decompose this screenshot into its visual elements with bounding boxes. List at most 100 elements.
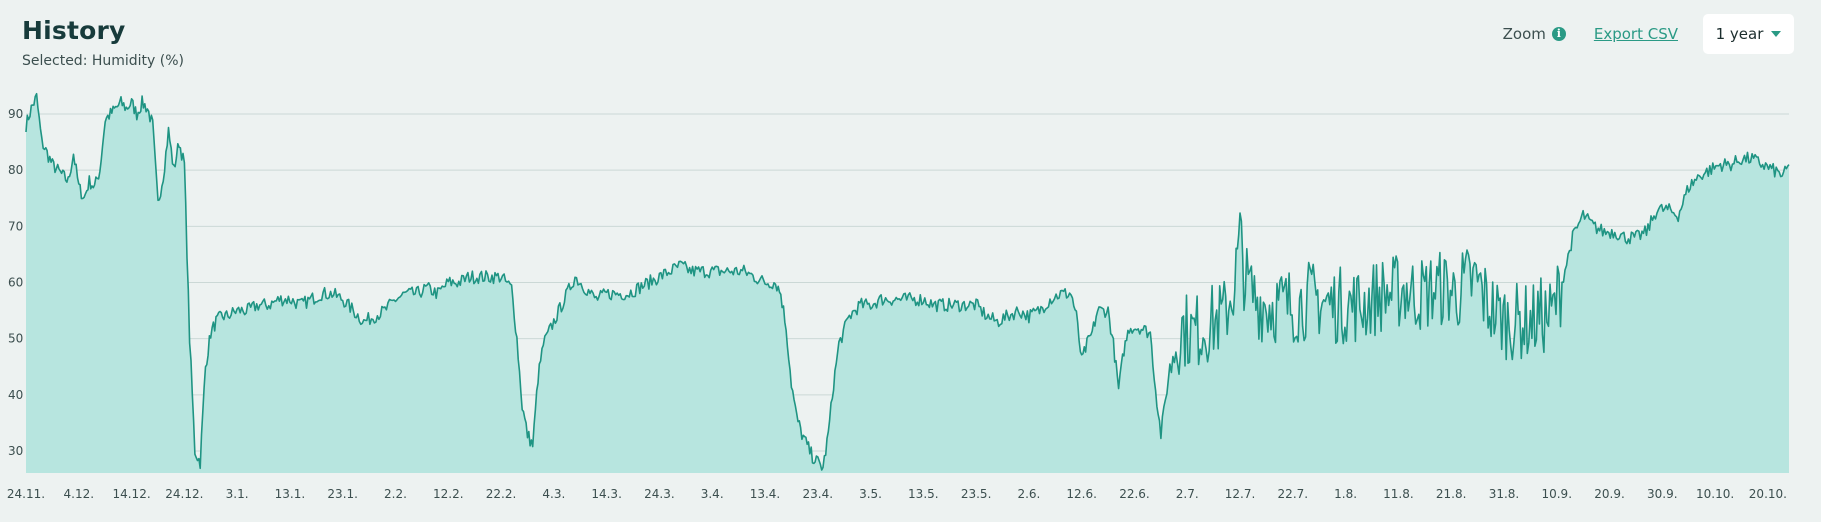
data-point — [527, 434, 528, 435]
humidity-line[interactable] — [25, 92, 1790, 471]
data-point — [1097, 310, 1098, 311]
x-tick-label: 12.2. — [433, 487, 464, 501]
data-point — [976, 304, 977, 305]
zoom-label: Zoom — [1502, 25, 1546, 43]
data-point — [52, 164, 53, 165]
data-point — [289, 299, 290, 300]
data-point — [179, 142, 180, 143]
data-point — [173, 170, 174, 171]
info-icon[interactable]: i — [1551, 27, 1566, 41]
data-point — [912, 299, 913, 300]
data-point — [1678, 215, 1679, 216]
data-point — [142, 102, 143, 103]
x-tick-label: 2.2. — [384, 487, 407, 501]
data-point — [469, 276, 470, 277]
data-point — [1192, 333, 1193, 334]
data-point — [126, 108, 127, 109]
data-point — [1646, 231, 1647, 232]
data-point — [1657, 209, 1658, 210]
data-point — [1752, 158, 1753, 159]
y-tick-label: 60 — [8, 276, 23, 290]
x-tick-label: 22.6. — [1119, 487, 1150, 501]
data-point — [1593, 226, 1594, 227]
data-point — [36, 97, 37, 98]
x-tick-label: 13.4. — [750, 487, 781, 501]
data-point — [163, 175, 164, 176]
data-point — [200, 462, 201, 463]
data-point — [1709, 170, 1710, 171]
data-point — [1372, 299, 1373, 300]
data-point — [1329, 304, 1330, 305]
data-point — [1467, 282, 1468, 283]
data-point — [859, 304, 860, 305]
data-point — [1213, 321, 1214, 322]
data-point — [743, 271, 744, 272]
x-tick-label: 3.4. — [701, 487, 724, 501]
data-point — [490, 276, 491, 277]
data-point — [1018, 310, 1019, 311]
x-tick-label: 22.2. — [486, 487, 517, 501]
data-point — [1160, 434, 1161, 435]
data-point — [1741, 158, 1742, 159]
data-point — [1562, 282, 1563, 283]
data-point — [479, 276, 480, 277]
data-point — [955, 304, 956, 305]
data-point — [801, 434, 802, 435]
data-point — [828, 434, 829, 435]
x-tick-label: 21.8. — [1436, 487, 1467, 501]
data-point — [1393, 293, 1394, 294]
y-tick-label: 90 — [8, 107, 23, 121]
x-tick-label: 14.12. — [112, 487, 150, 501]
x-tick-label: 13.1. — [275, 487, 306, 501]
caret-down-icon — [1771, 31, 1782, 37]
data-point — [553, 321, 554, 322]
data-point — [384, 310, 385, 311]
data-point — [1319, 299, 1320, 300]
data-point — [1203, 327, 1204, 328]
data-point — [1498, 316, 1499, 317]
data-point — [184, 164, 185, 165]
chart-controls: Zoom i Export CSV 1 year — [1503, 14, 1794, 54]
data-point — [1308, 299, 1309, 300]
data-point — [216, 321, 217, 322]
selected-metric-label: Selected: Humidity (%) — [22, 53, 185, 69]
data-point — [812, 456, 813, 457]
data-point — [31, 108, 32, 109]
data-point — [1488, 304, 1489, 305]
data-point — [1123, 349, 1124, 350]
data-point — [1414, 293, 1415, 294]
data-point — [933, 304, 934, 305]
x-tick-label: 2.7. — [1176, 487, 1199, 501]
data-point — [406, 293, 407, 294]
zoom-control[interactable]: Zoom i — [1503, 25, 1566, 43]
x-tick-label: 24.11. — [7, 487, 45, 501]
data-point — [838, 344, 839, 345]
data-point — [332, 293, 333, 294]
data-point — [68, 181, 69, 182]
data-point — [1039, 310, 1040, 311]
data-point — [395, 299, 396, 300]
time-range-select[interactable]: 1 year — [1703, 14, 1794, 54]
data-point — [1382, 293, 1383, 294]
data-point — [1071, 293, 1072, 294]
data-point — [247, 310, 248, 311]
data-point — [596, 299, 597, 300]
data-point — [986, 316, 987, 317]
data-point — [363, 321, 364, 322]
data-point — [1688, 187, 1689, 188]
export-csv-link[interactable]: Export CSV — [1593, 25, 1678, 43]
data-point — [997, 321, 998, 322]
data-point — [764, 282, 765, 283]
data-point — [157, 203, 158, 204]
data-point — [147, 108, 148, 109]
data-point — [311, 299, 312, 300]
y-tick-label: 40 — [8, 388, 23, 402]
data-point — [1155, 389, 1156, 390]
data-point — [1789, 164, 1790, 165]
data-point — [1762, 164, 1763, 165]
x-tick-label: 11.8. — [1383, 487, 1414, 501]
data-point — [205, 366, 206, 367]
data-point — [648, 282, 649, 283]
y-tick-label: 80 — [8, 163, 23, 177]
